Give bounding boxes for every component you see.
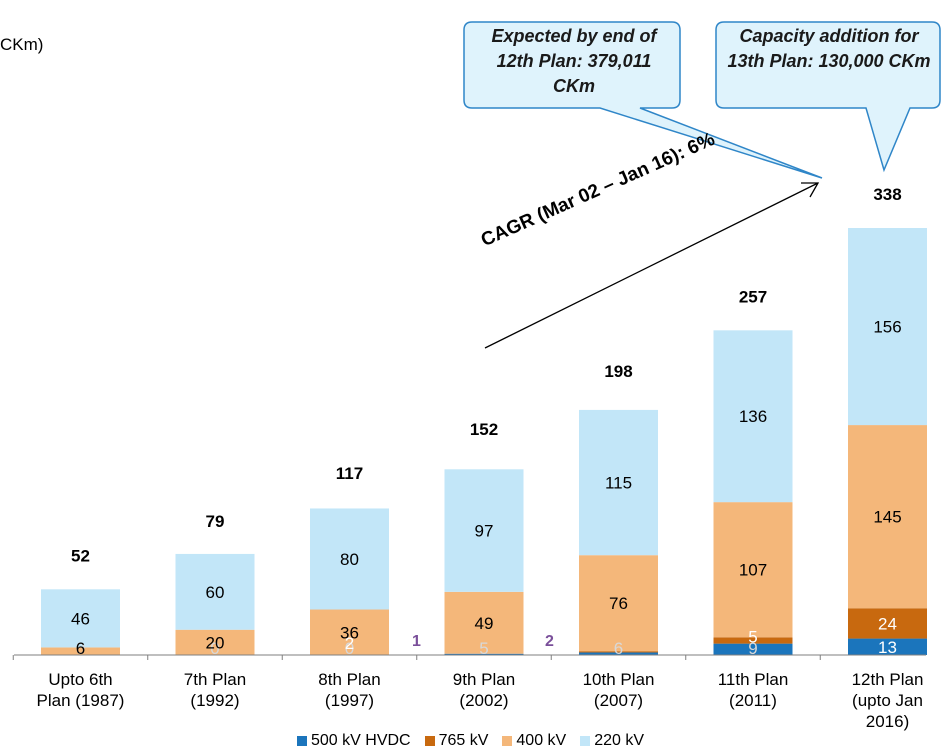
data-label-0-6: 13: [878, 638, 897, 657]
data-label-1-5: 5: [748, 628, 757, 647]
legend-swatch-765kv: [424, 736, 435, 746]
callout-text-2: Capacity addition for 13th Plan: 130,000…: [727, 26, 931, 71]
bar-segment-2-1: [175, 629, 255, 655]
bar-segment-0-4: [579, 652, 658, 655]
bar-segment-3-5: [713, 330, 793, 503]
category-label-3-0: 9th Plan: [453, 670, 515, 689]
bar-segment-2-3: [444, 591, 524, 654]
data-label-3-3: 97: [475, 522, 494, 541]
total-label-0: 52: [71, 546, 90, 565]
data-label-3-1: 60: [206, 583, 225, 602]
category-label-2-1: (1997): [325, 691, 374, 710]
category-label-2-0: 8th Plan: [318, 670, 380, 689]
data-label-3-6: 156: [873, 318, 901, 337]
legend-item-400kv: 400 kV: [502, 732, 566, 750]
eighth-plan-small-label: 2: [345, 634, 354, 653]
category-label-5-0: 11th Plan: [718, 670, 789, 689]
bar-segment-3-3: [444, 469, 524, 592]
callout-bubble-1: [463, 21, 823, 179]
legend-label-220kv: 220 kV: [594, 732, 645, 749]
bar-segment-0-3: [444, 653, 524, 655]
legend-label-765kv: 765 kV: [438, 732, 489, 749]
category-label-1-0: 7th Plan: [184, 670, 246, 689]
bars-layer: [41, 228, 927, 655]
category-labels: Upto 6th Plan (1987) 7th Plan (1992) 8th Pla…: [37, 670, 924, 731]
data-label-0-4: 6: [614, 639, 623, 658]
bar-segment-3-6: [848, 228, 927, 426]
legend-swatch-400kv: [502, 736, 513, 746]
bar-segment-2-0: [41, 647, 120, 655]
total-label-5: 257: [739, 287, 767, 306]
cagr-arrow-line: [484, 182, 819, 349]
legend-item-220kv: 220 kV: [580, 732, 644, 750]
data-label-0-3: 5: [479, 639, 488, 658]
category-label-6-1: (upto Jan: [852, 691, 923, 710]
ticks-layer: [12, 655, 821, 660]
data-label-0-0: 0: [76, 639, 85, 658]
data-label-2-3: 49: [475, 614, 494, 633]
bar-segment-2-5: [713, 502, 793, 638]
legend-item-hvdc: 500 kV HVDC: [297, 732, 411, 750]
bar-segment-2-4: [579, 555, 658, 652]
category-label-4-1: (2007): [594, 691, 643, 710]
data-label-3-0: 46: [71, 609, 90, 628]
legend: 500 kV HVDC 765 kV 400 kV 220 kV: [297, 732, 644, 750]
labels-layer: 0646520206079036801175499715267611519895…: [71, 185, 902, 658]
category-label-5-1: (2011): [729, 691, 777, 710]
data-label-2-5: 107: [739, 561, 767, 580]
data-label-0-5: 9: [748, 639, 757, 658]
bar-segment-2-6: [848, 425, 927, 609]
data-label-2-1: 20: [206, 633, 225, 652]
data-label-1-6: 24: [878, 614, 897, 633]
bar-segment-2-2: [310, 609, 389, 655]
legend-label-hvdc: 500 kV HVDC: [311, 732, 411, 749]
stray-label-2: 2: [545, 633, 554, 650]
data-label-0-1: 0: [210, 639, 219, 658]
category-label-0-0: Upto 6th: [48, 670, 112, 689]
total-label-4: 198: [604, 362, 632, 381]
bar-segment-1-4: [579, 651, 658, 653]
total-label-6: 338: [873, 185, 901, 204]
bar-segment-3-1: [175, 553, 255, 630]
stray-label-1: 1: [412, 633, 421, 650]
category-label-1-1: (1992): [190, 691, 239, 710]
category-label-0-1: Plan (1987): [37, 691, 125, 710]
total-label-1: 79: [206, 512, 225, 531]
bar-segment-3-0: [41, 589, 120, 648]
bar-segment-0-5: [713, 643, 793, 655]
legend-swatch-220kv: [580, 736, 591, 746]
cagr-arrow-head: [801, 182, 820, 198]
category-label-3-1: (2002): [459, 691, 508, 710]
data-label-2-4: 76: [609, 594, 628, 613]
data-label-3-5: 136: [739, 407, 767, 426]
data-label-2-0: 6: [76, 639, 85, 658]
legend-swatch-hvdc: [297, 736, 307, 746]
bar-segment-0-6: [848, 638, 927, 655]
callout-text-1: Expected by end of 12th Plan: 379,011 CK…: [491, 26, 657, 96]
data-label-2-2: 36: [340, 623, 359, 642]
total-label-3: 152: [470, 420, 498, 439]
category-label-4-0: 10th Plan: [583, 670, 655, 689]
total-label-2: 117: [336, 464, 363, 483]
data-label-0-2: 0: [345, 639, 354, 658]
unit-label: CKm): [0, 35, 44, 54]
bar-segment-3-2: [310, 508, 389, 610]
category-label-6-2: 2016): [866, 712, 909, 731]
callout-bubble-2: [715, 21, 941, 173]
category-label-6-0: 12th Plan: [852, 670, 924, 689]
data-label-2-6: 145: [873, 508, 901, 527]
legend-item-765kv: 765 kV: [424, 732, 489, 750]
bar-segment-1-6: [848, 608, 927, 639]
legend-label-400kv: 400 kV: [516, 732, 567, 749]
data-label-3-2: 80: [340, 550, 359, 569]
bar-segment-1-5: [713, 637, 793, 644]
bar-segment-3-4: [579, 409, 658, 556]
data-label-3-4: 115: [605, 474, 632, 493]
